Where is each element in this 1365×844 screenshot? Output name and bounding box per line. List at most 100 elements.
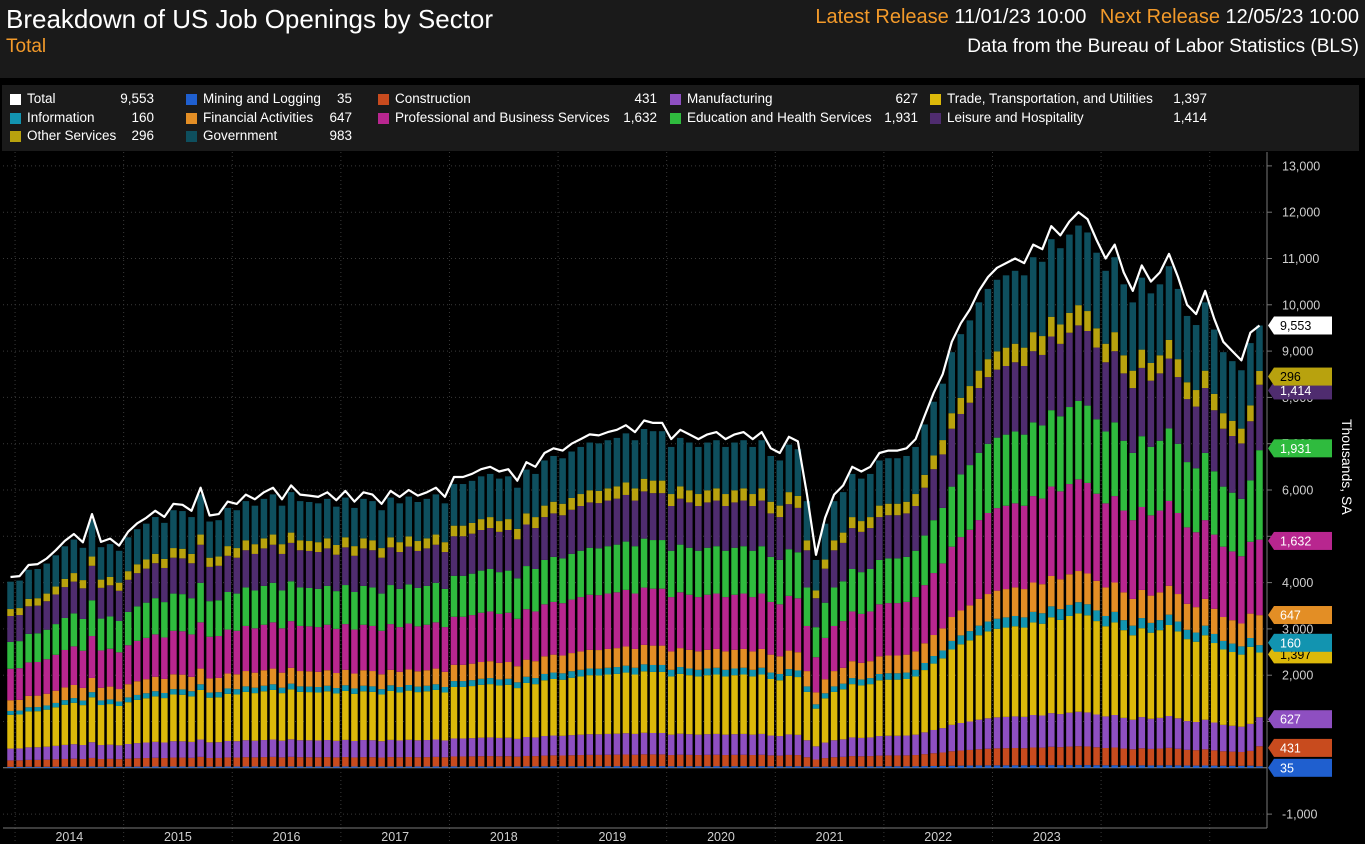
- bar-segment: [124, 611, 132, 646]
- bar-segment: [930, 573, 937, 636]
- bar-segment: [179, 757, 186, 767]
- bar-segment: [1220, 751, 1227, 766]
- bar-segment: [1129, 625, 1137, 636]
- legend-item[interactable]: Professional and Business Services 1,632: [378, 110, 657, 128]
- bar-segment: [577, 669, 584, 677]
- bar-segment: [1057, 765, 1064, 768]
- bar-segment: [441, 671, 449, 688]
- bar-segment: [342, 537, 349, 548]
- legend-item[interactable]: Trade, Transportation, and Utilities 1,39…: [930, 91, 1207, 109]
- bar-segment: [1238, 623, 1245, 647]
- legend-item[interactable]: Mining and Logging 35: [186, 91, 352, 109]
- legend-value: 983: [329, 128, 352, 143]
- bar-segment: [1238, 556, 1245, 624]
- bar-segment: [360, 670, 367, 686]
- bar-segment: [1156, 717, 1164, 749]
- bar-segment: [812, 759, 820, 767]
- bar-segment: [658, 493, 666, 541]
- bar-segment: [1165, 500, 1173, 586]
- bar-segment: [749, 651, 756, 670]
- bar-segment: [966, 605, 974, 632]
- legend-item[interactable]: Manufacturing 627: [670, 91, 918, 109]
- legend-item[interactable]: Total 9,553: [10, 91, 154, 109]
- bar-segment: [559, 755, 566, 767]
- bar-segment: [776, 736, 784, 756]
- bar-segment: [251, 672, 259, 688]
- bar-segment: [206, 566, 213, 602]
- bar-segment: [260, 685, 268, 692]
- legend-item[interactable]: Financial Activities 647: [186, 110, 352, 128]
- bar-segment: [324, 691, 331, 741]
- bar-segment: [939, 383, 946, 441]
- bar-segment: [1011, 362, 1019, 432]
- bar-segment: [287, 532, 295, 543]
- bar-segment: [776, 656, 784, 674]
- bar-segment: [894, 673, 901, 680]
- bar-segment: [993, 508, 1001, 591]
- bar-segment: [658, 431, 666, 481]
- bar-segment: [459, 738, 467, 757]
- bar-segment: [794, 766, 802, 768]
- legend-item[interactable]: Education and Health Services 1,931: [670, 110, 918, 128]
- bar-segment: [441, 552, 449, 589]
- bar-segment: [206, 557, 213, 567]
- bar-segment: [1048, 765, 1055, 768]
- legend-item[interactable]: Other Services 296: [10, 128, 154, 146]
- bar-segment: [459, 484, 467, 526]
- legend-swatch: [670, 112, 681, 124]
- bar-segment: [170, 593, 177, 631]
- bar-segment: [486, 766, 494, 768]
- bar-segment: [287, 581, 295, 622]
- bar-segment: [269, 668, 277, 685]
- bar-segment: [1256, 746, 1263, 767]
- bar-segment: [622, 589, 630, 647]
- bar-segment: [713, 500, 720, 547]
- bar-segment: [731, 547, 738, 595]
- y-tick-label: 2,000: [1282, 669, 1313, 683]
- bar-segment: [1111, 747, 1118, 766]
- bar-segment: [595, 490, 603, 504]
- bar-segment: [314, 671, 322, 688]
- bar-segment: [586, 547, 594, 595]
- bar-segment: [342, 757, 349, 767]
- bar-segment: [1039, 425, 1046, 499]
- bar-segment: [152, 563, 159, 599]
- bar-segment: [1048, 410, 1055, 487]
- bar-segment: [1048, 746, 1055, 766]
- bar-segment: [152, 691, 159, 697]
- legend-item[interactable]: Government 983: [186, 128, 352, 146]
- bar-segment: [43, 746, 50, 760]
- bar-segment: [405, 766, 412, 768]
- bar-segment: [79, 705, 87, 746]
- bar-segment: [1020, 765, 1028, 768]
- bar-segment: [649, 493, 657, 541]
- legend-label: Other Services: [27, 128, 117, 143]
- bar-segment: [858, 531, 865, 573]
- legend-item[interactable]: Construction 431: [378, 91, 657, 109]
- bar-segment: [749, 506, 756, 551]
- bar-segment: [930, 765, 937, 768]
- legend-label: Financial Activities: [203, 109, 314, 125]
- bar-segment: [486, 528, 494, 569]
- bar-segment: [676, 667, 684, 674]
- bar-segment: [839, 689, 847, 740]
- bar-segment: [360, 624, 367, 671]
- bar-segment: [423, 548, 431, 586]
- bar-segment: [43, 659, 50, 694]
- bar-segment: [106, 704, 114, 745]
- series-selector[interactable]: Total: [6, 36, 47, 57]
- legend-item[interactable]: Information 160: [10, 110, 154, 128]
- bar-segment: [613, 544, 621, 593]
- bar-segment: [776, 604, 784, 657]
- legend-item[interactable]: Leisure and Hospitality 1,414: [930, 110, 1207, 128]
- bar-segment: [1066, 712, 1073, 747]
- bar-segment: [124, 766, 132, 768]
- bar-segment: [686, 766, 693, 768]
- bar-segment: [758, 440, 765, 489]
- bar-segment: [1138, 349, 1146, 368]
- bar-segment: [731, 502, 738, 548]
- bar-segment: [912, 651, 919, 670]
- bar-segment: [532, 473, 539, 518]
- bar-segment: [523, 524, 530, 567]
- bar-segment: [939, 454, 946, 508]
